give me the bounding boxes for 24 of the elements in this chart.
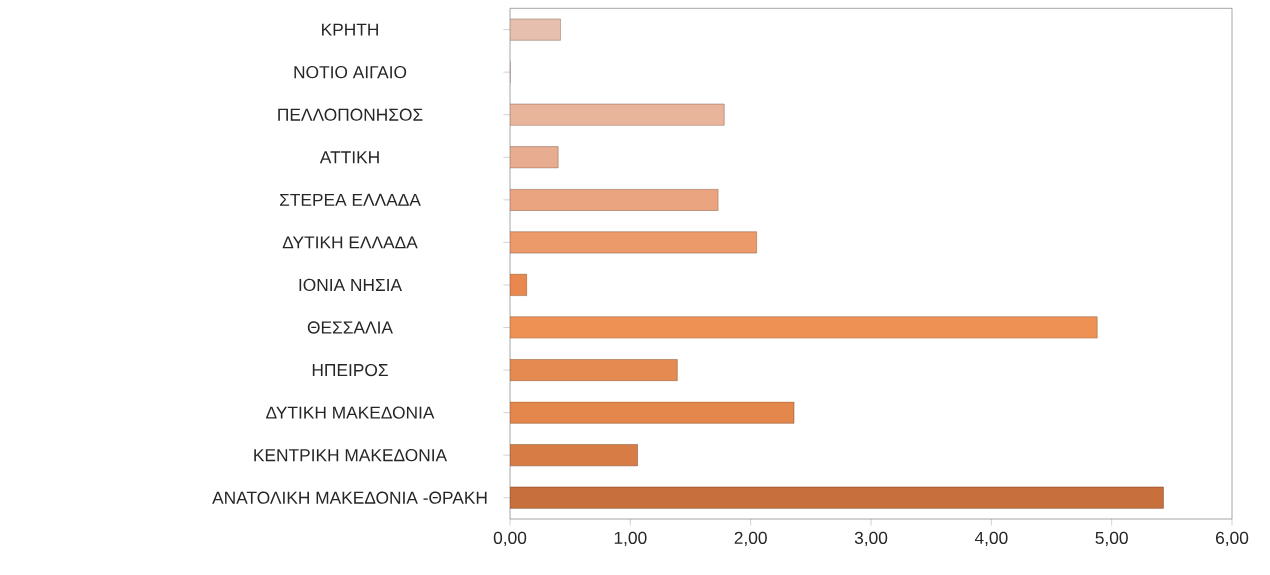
bar <box>510 103 725 126</box>
y-tick-label: ΚΕΝΤΡΙΚΗ ΜΑΚΕΔΟΝΙΑ <box>254 449 448 462</box>
x-tick-label: 1,00 <box>614 531 647 547</box>
y-tick-label: ΗΠΕΙΡΟΣ <box>312 363 388 377</box>
y-tick-label: ΠΕΛΛΟΠΟΝΗΣΟΣ <box>278 108 423 121</box>
x-tick-label: 3,00 <box>854 531 888 547</box>
bar <box>510 146 559 169</box>
y-tick-label: ΚΡΗΤΗ <box>322 23 378 36</box>
y-tick-label: ΙΟΝΙΑ ΝΗΣΙΑ <box>299 278 403 292</box>
bar <box>510 188 719 211</box>
x-tick-label: 4,00 <box>974 531 1008 547</box>
y-tick-label: ΣΤΕΡΕΑ ΕΛΛΑΔΑ <box>280 193 421 206</box>
bar <box>510 359 678 381</box>
x-tick-label: 0,00 <box>493 531 527 547</box>
x-tick-label: 6,00 <box>1216 531 1249 547</box>
y-tick-label: ΝΟΤΙΟ ΑΙΓΑΙΟ <box>294 66 407 79</box>
y-tick-label: ΔΥΤΙΚΗ ΕΛΛΑΔΑ <box>282 236 418 249</box>
y-tick-label: ΔΥΤΙΚΗ ΜΑΚΕΔΟΝΙΑ <box>266 406 435 419</box>
y-tick-label: ΘΕΣΣΑΛΙΑ <box>307 321 393 334</box>
y-tick-label: ΑΝΑΤΟΛΙΚΗ ΜΑΚΕΔΟΝΙΑ -ΘΡΑΚΗ <box>212 491 487 504</box>
x-tick-label: 5,00 <box>1095 531 1128 547</box>
y-tick-label: ΑΤΤΙΚΗ <box>319 151 379 164</box>
x-tick-label: 2,00 <box>734 531 767 547</box>
bar <box>510 401 795 424</box>
